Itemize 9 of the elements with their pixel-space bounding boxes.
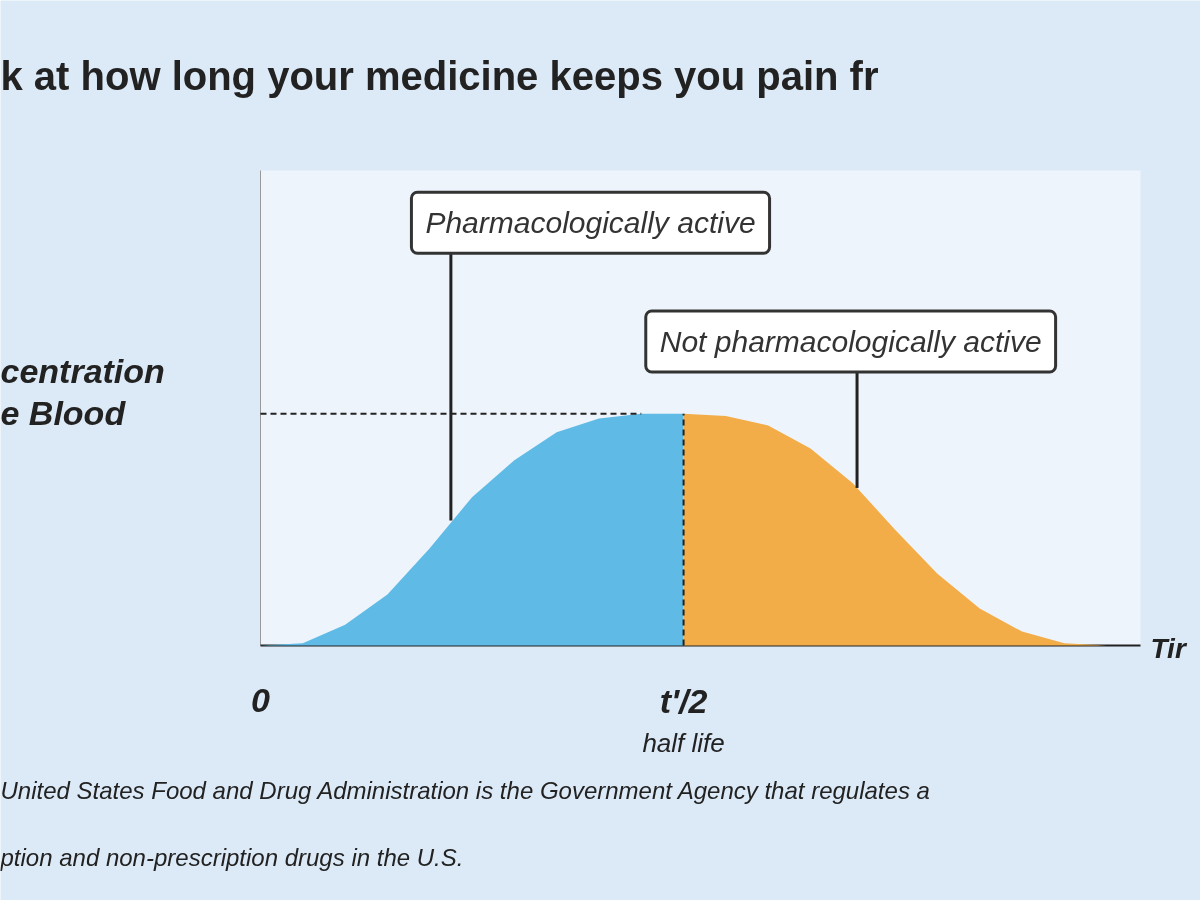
text: Not pharmacologically active [659,325,1042,358]
x-tick-label: 0 [251,681,271,719]
x-axis-title: Tir [1150,633,1188,664]
text: Pharmacologically active [425,206,756,240]
text: ption and non-prescription drugs in the U.S. [0,844,464,871]
chart-title: k at how long your medicine keeps you pain fr [0,53,879,98]
x-tick-label: t'/2 half life [642,681,725,758]
text: United States Food and Drug Administration is the Government Agency that regulates a [0,777,930,804]
y-axis-title: centration e Blood [0,351,165,432]
